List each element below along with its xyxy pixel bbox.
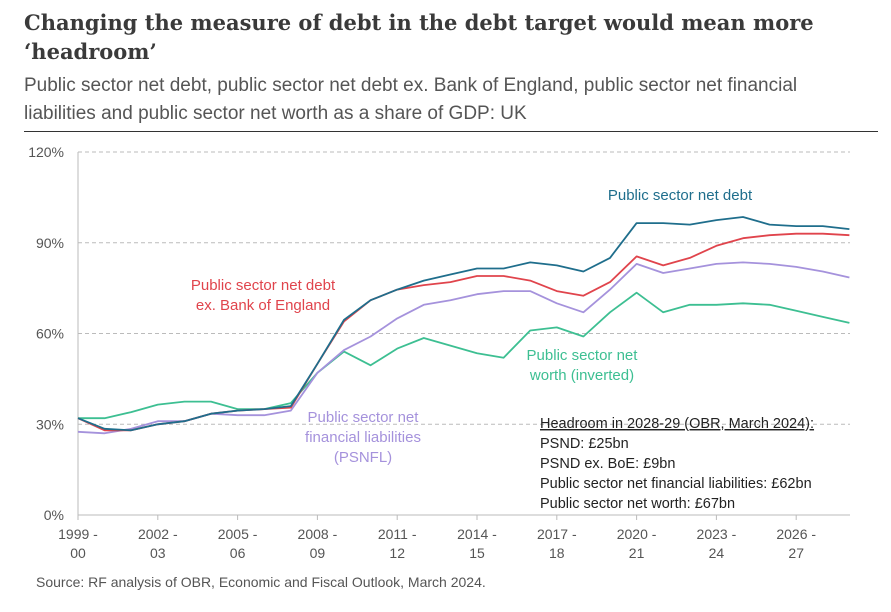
x-tick-label: 2002 - (138, 526, 178, 542)
series-line-0 (77, 216, 850, 432)
y-tick-label: 120% (28, 144, 64, 160)
header-divider (24, 131, 878, 132)
x-tick-label: 03 (150, 545, 166, 561)
annotation-line: PSND ex. BoE: £9bn (540, 456, 675, 472)
x-tick-label: 21 (629, 545, 645, 561)
x-tick-label: 1999 - (58, 526, 98, 542)
x-tick-label: 2020 - (617, 526, 657, 542)
chart-title: Changing the measure of debt in the debt… (24, 10, 814, 64)
annotation-line: Public sector net worth: £67bn (540, 496, 735, 512)
x-tick-label: 2017 - (537, 526, 577, 542)
series-label: Public sector net debt (608, 187, 753, 204)
x-tick-label: 00 (70, 545, 86, 561)
annotation-heading: Headroom in 2028-29 (OBR, March 2024): (540, 416, 814, 432)
series-label: ex. Bank of England (196, 297, 330, 314)
series-label: Public sector net (308, 409, 420, 426)
series-label: financial liabilities (305, 429, 421, 446)
x-tick-label: 27 (788, 545, 804, 561)
x-tick-label: 2023 - (697, 526, 737, 542)
y-tick-label: 90% (36, 235, 64, 251)
series-label: worth (inverted) (529, 367, 634, 384)
x-tick-label: 2005 - (218, 526, 258, 542)
x-tick-label: 24 (709, 545, 725, 561)
x-tick-label: 12 (389, 545, 405, 561)
y-tick-label: 0% (44, 507, 64, 523)
y-tick-label: 30% (36, 416, 64, 432)
x-tick-label: 09 (310, 545, 326, 561)
x-tick-label: 2008 - (298, 526, 338, 542)
annotation-line: Public sector net financial liabilities:… (540, 476, 812, 492)
series-line-3 (78, 291, 850, 420)
annotation-line: PSND: £25bn (540, 436, 629, 452)
y-tick-label: 60% (36, 326, 64, 342)
x-tick-label: 18 (549, 545, 565, 561)
series-label: Public sector net debt (191, 277, 336, 294)
x-tick-label: 15 (469, 545, 485, 561)
x-tick-label: 2014 - (457, 526, 497, 542)
x-tick-label: 2026 - (776, 526, 816, 542)
x-tick-label: 2011 - (378, 526, 417, 542)
source-note: Source: RF analysis of OBR, Economic and… (36, 574, 486, 590)
x-tick-label: 06 (230, 545, 246, 561)
series-label: (PSNFL) (334, 449, 392, 466)
series-label: Public sector net (527, 347, 639, 364)
chart-subtitle: Public sector net debt, public sector ne… (24, 75, 798, 124)
